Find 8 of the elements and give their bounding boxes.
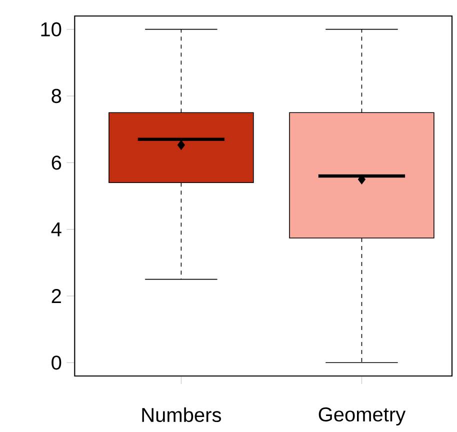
x-tick-label: Numbers [142,407,222,422]
y-tick-label: 8 [52,88,62,104]
y-tick-label: 6 [52,156,62,170]
y-tick-label: 10 [41,22,62,36]
y-tick-label: 0 [52,356,62,370]
y-tick-label: 2 [52,289,61,303]
y-tick-label: 4 [51,222,62,236]
x-tick-label: Geometry [318,407,406,426]
